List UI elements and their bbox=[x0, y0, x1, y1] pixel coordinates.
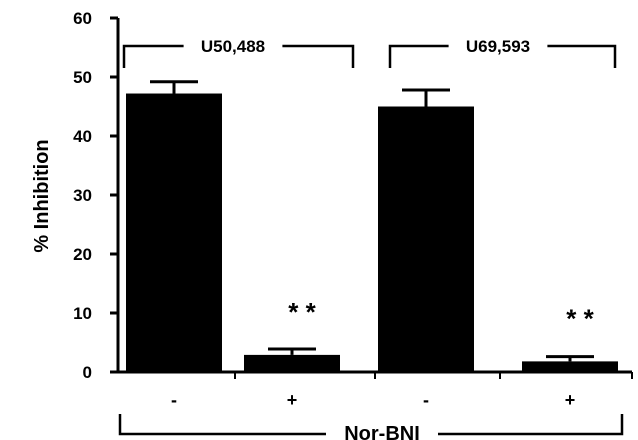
group-label: U50,488 bbox=[201, 37, 265, 56]
group-label: U69,593 bbox=[466, 37, 530, 56]
bottom-bracket-label: Nor-BNI bbox=[344, 423, 420, 440]
y-tick-label: 50 bbox=[73, 68, 92, 87]
y-tick-label: 60 bbox=[73, 9, 92, 28]
bar bbox=[522, 361, 618, 372]
category-label: + bbox=[287, 390, 298, 410]
bottom-bracket-left bbox=[118, 414, 326, 436]
y-tick-label: 40 bbox=[73, 127, 92, 146]
category-label: - bbox=[423, 390, 429, 410]
significance-mark: * * bbox=[288, 297, 316, 327]
y-tick-label: 10 bbox=[73, 304, 92, 323]
y-axis-label: % Inhibition bbox=[31, 139, 53, 252]
group-bracket-right bbox=[282, 44, 355, 68]
y-tick-label: 0 bbox=[83, 363, 92, 382]
bar bbox=[244, 354, 340, 372]
category-label: - bbox=[171, 390, 177, 410]
group-bracket-left bbox=[122, 44, 184, 68]
group-bracket-right bbox=[547, 44, 617, 68]
y-tick-label: 30 bbox=[73, 186, 92, 205]
y-tick-label: 20 bbox=[73, 245, 92, 264]
bar bbox=[378, 106, 474, 372]
group-bracket-left bbox=[388, 44, 449, 68]
bottom-bracket-right bbox=[438, 414, 624, 436]
category-label: + bbox=[565, 390, 576, 410]
bar bbox=[126, 93, 222, 373]
significance-mark: * * bbox=[566, 303, 594, 333]
